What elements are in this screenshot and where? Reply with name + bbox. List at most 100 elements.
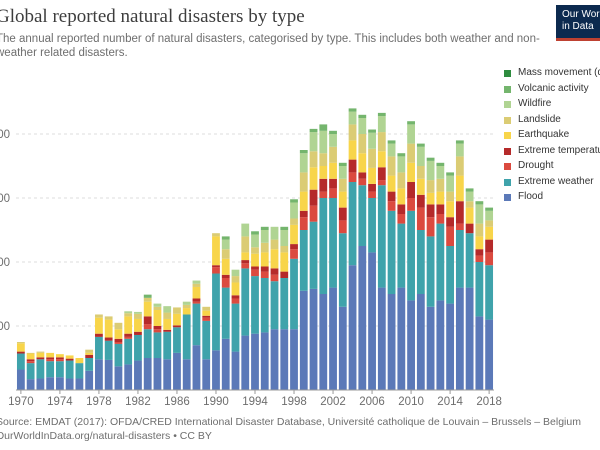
bar-segment-flood[interactable]: [407, 300, 415, 390]
bar-segment-earthquake[interactable]: [16, 343, 25, 352]
bar-segment-earthquake[interactable]: [377, 151, 386, 168]
bar-stack-1971[interactable]: [26, 352, 35, 390]
bar-segment-drought[interactable]: [338, 220, 347, 234]
bar-segment-landslide[interactable]: [143, 297, 152, 302]
bar-segment-extreme-weather[interactable]: [299, 230, 308, 291]
bar-segment-landslide[interactable]: [416, 166, 425, 179]
bar-segment-landslide[interactable]: [280, 246, 289, 253]
bar-stack-1982[interactable]: [134, 311, 142, 390]
bar-segment-drought[interactable]: [319, 191, 328, 198]
bar-segment-drought[interactable]: [299, 217, 308, 230]
bar-segment-extreme-temperature[interactable]: [416, 194, 425, 208]
bar-segment-wildfire[interactable]: [436, 166, 445, 179]
bar-segment-flood[interactable]: [348, 265, 357, 390]
bar-segment-extreme-temperature[interactable]: [368, 183, 376, 192]
bar-segment-earthquake[interactable]: [446, 201, 455, 218]
bar-segment-drought[interactable]: [407, 198, 415, 211]
bar-stack-2014[interactable]: [446, 172, 455, 390]
bar-segment-flood[interactable]: [446, 303, 455, 390]
bar-stack-2009[interactable]: [397, 153, 406, 390]
bar-segment-extreme-weather[interactable]: [55, 361, 64, 378]
bar-segment-landslide[interactable]: [299, 172, 308, 192]
bar-stack-1979[interactable]: [104, 316, 113, 390]
bar-segment-flood[interactable]: [368, 252, 376, 390]
bar-segment-extreme-weather[interactable]: [95, 336, 103, 360]
bar-segment-landslide[interactable]: [397, 172, 406, 189]
bar-segment-extreme-weather[interactable]: [212, 273, 220, 351]
bar-segment-earthquake[interactable]: [231, 282, 240, 296]
bar-stack-2002[interactable]: [329, 130, 337, 390]
bar-segment-extreme-weather[interactable]: [338, 233, 347, 307]
bar-segment-extreme-weather[interactable]: [377, 185, 386, 288]
bar-segment-extreme-temperature[interactable]: [475, 249, 484, 256]
bar-segment-extreme-temperature[interactable]: [212, 265, 220, 268]
bar-segment-earthquake[interactable]: [426, 192, 435, 205]
bar-segment-drought[interactable]: [270, 274, 279, 282]
bar-segment-extreme-temperature[interactable]: [153, 326, 162, 330]
bar-segment-landslide[interactable]: [212, 233, 220, 237]
bar-segment-flood[interactable]: [134, 360, 142, 390]
bar-segment-volcanic-activity[interactable]: [260, 226, 269, 230]
bar-segment-landslide[interactable]: [163, 312, 172, 319]
bar-segment-wildfire[interactable]: [465, 191, 474, 202]
bar-segment-flood[interactable]: [251, 333, 259, 390]
bar-segment-drought[interactable]: [192, 301, 201, 304]
bar-segment-volcanic-activity[interactable]: [319, 124, 328, 131]
bar-segment-flood[interactable]: [280, 329, 289, 390]
bar-segment-earthquake[interactable]: [221, 258, 230, 275]
bar-segment-landslide[interactable]: [329, 146, 337, 163]
bar-stack-1998[interactable]: [290, 199, 298, 390]
bar-segment-extreme-weather[interactable]: [280, 278, 289, 330]
bar-segment-flood[interactable]: [485, 319, 494, 390]
bar-segment-earthquake[interactable]: [153, 310, 162, 326]
bar-segment-flood[interactable]: [436, 300, 445, 390]
bar-segment-extreme-temperature[interactable]: [16, 351, 25, 354]
bar-segment-volcanic-activity[interactable]: [455, 140, 464, 144]
bar-segment-extreme-temperature[interactable]: [280, 271, 289, 278]
bar-segment-extreme-weather[interactable]: [475, 262, 484, 317]
bar-segment-drought[interactable]: [202, 317, 211, 321]
bar-segment-landslide[interactable]: [221, 249, 230, 259]
bar-segment-flood[interactable]: [95, 359, 103, 390]
bar-segment-volcanic-activity[interactable]: [251, 231, 259, 235]
bar-segment-extreme-temperature[interactable]: [338, 207, 347, 221]
bar-segment-landslide[interactable]: [358, 134, 367, 154]
bar-stack-1981[interactable]: [124, 311, 133, 390]
bar-segment-extreme-weather[interactable]: [26, 363, 35, 380]
bar-segment-earthquake[interactable]: [192, 286, 201, 299]
bar-segment-earthquake[interactable]: [173, 313, 181, 326]
bar-segment-wildfire[interactable]: [475, 204, 484, 224]
bar-segment-extreme-temperature[interactable]: [397, 204, 406, 214]
bar-segment-extreme-temperature[interactable]: [26, 359, 35, 362]
bar-segment-extreme-weather[interactable]: [397, 223, 406, 288]
bar-segment-landslide[interactable]: [251, 247, 259, 254]
bar-stack-1993[interactable]: [241, 223, 250, 390]
bar-segment-drought[interactable]: [251, 269, 259, 277]
bar-segment-volcanic-activity[interactable]: [387, 140, 396, 144]
bar-segment-earthquake[interactable]: [329, 162, 337, 179]
bar-segment-earthquake[interactable]: [455, 175, 464, 202]
bar-segment-flood[interactable]: [338, 306, 347, 390]
bar-segment-flood[interactable]: [221, 338, 230, 390]
bar-segment-landslide[interactable]: [26, 352, 35, 354]
bar-segment-volcanic-activity[interactable]: [309, 128, 318, 133]
bar-segment-wildfire[interactable]: [485, 210, 494, 221]
bar-segment-wildfire[interactable]: [397, 156, 406, 173]
bar-segment-extreme-temperature[interactable]: [114, 338, 123, 342]
bar-segment-volcanic-activity[interactable]: [143, 294, 152, 298]
bar-segment-wildfire[interactable]: [407, 124, 415, 144]
bar-segment-volcanic-activity[interactable]: [416, 143, 425, 147]
bar-segment-wildfire[interactable]: [426, 160, 435, 181]
bar-segment-landslide[interactable]: [446, 191, 455, 202]
bar-segment-drought[interactable]: [221, 278, 230, 288]
bar-segment-wildfire[interactable]: [309, 132, 318, 152]
bar-segment-drought[interactable]: [290, 249, 298, 259]
bar-stack-1972[interactable]: [36, 351, 45, 390]
bar-segment-extreme-temperature[interactable]: [387, 191, 396, 202]
bar-segment-drought[interactable]: [446, 226, 455, 246]
bar-segment-landslide[interactable]: [182, 304, 191, 309]
bar-segment-extreme-weather[interactable]: [329, 198, 337, 288]
bar-segment-earthquake[interactable]: [397, 188, 406, 205]
bar-segment-flood[interactable]: [319, 294, 328, 390]
bar-segment-drought[interactable]: [26, 361, 35, 364]
